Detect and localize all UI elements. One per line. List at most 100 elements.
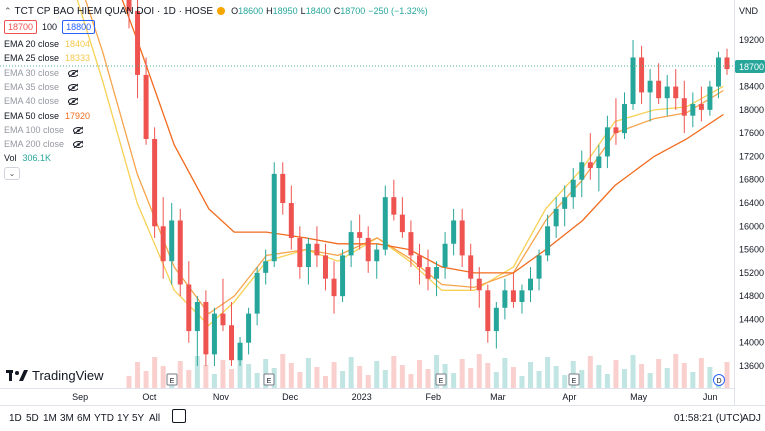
indicator-row[interactable]: EMA 200 close <box>4 137 84 151</box>
x-tick-label: Sep <box>72 392 88 402</box>
eye-hidden-icon[interactable] <box>68 83 79 91</box>
indicator-name: EMA 30 close <box>4 67 60 78</box>
ohlc-h-value: 18950 <box>272 6 298 16</box>
x-tick-label: 2023 <box>352 392 372 402</box>
clock[interactable]: 01:58:21 (UTC) <box>674 413 743 424</box>
timeframe-1m[interactable]: 1M <box>43 413 57 424</box>
volume-bar <box>143 371 149 388</box>
candle-body <box>545 226 551 256</box>
legend-toggle[interactable]: ⌄ <box>4 166 20 180</box>
indicator-row[interactable]: EMA 25 close 18333 <box>4 51 90 65</box>
ask-box[interactable]: 18800 <box>62 20 96 34</box>
candle-body <box>621 104 627 134</box>
bottom-toolbar: 1D 5D 1M 3M 6M YTD 1Y 5Y All 01:58:21 (U… <box>0 405 765 431</box>
currency-label[interactable]: VND <box>739 6 759 16</box>
indicator-row[interactable]: EMA 40 close <box>4 94 79 108</box>
volume-bar <box>630 355 636 388</box>
volume-bar <box>160 366 166 388</box>
volume-bar <box>425 369 431 388</box>
eye-hidden-icon[interactable] <box>68 97 79 106</box>
ohlc-o-label: O <box>231 6 239 16</box>
event-label: E <box>267 378 272 385</box>
symbol-title[interactable]: TCT CP BAO HIEM QUAN DOI · 1D · HOSE <box>14 5 214 17</box>
volume-bar <box>382 370 388 388</box>
volume-bar <box>510 367 516 388</box>
timeframe-all[interactable]: All <box>149 413 161 424</box>
x-tick-label: Dec <box>282 392 299 402</box>
volume-bar <box>579 370 585 388</box>
indicator-name: EMA 100 close <box>4 124 65 135</box>
candle-body <box>519 290 525 302</box>
candle-body <box>143 74 149 139</box>
volume-bar <box>724 362 730 388</box>
indicator-row[interactable]: EMA 30 close <box>4 66 79 80</box>
ohlc-h-label: H <box>266 6 273 16</box>
candle-body <box>263 261 269 273</box>
x-tick-label: Mar <box>490 392 506 402</box>
indicator-row[interactable]: EMA 50 close 17920 <box>4 109 90 123</box>
eye-hidden-icon[interactable] <box>73 126 84 134</box>
y-tick-label: 15200 <box>739 268 764 278</box>
candle-body <box>254 272 260 314</box>
timeframe-1d[interactable]: 1D <box>9 413 22 424</box>
volume-bar <box>639 364 645 388</box>
candle-body <box>152 138 158 227</box>
volume-bar <box>707 367 713 388</box>
timeframe-5d[interactable]: 5D <box>26 413 39 424</box>
timeframe-3m[interactable]: 3M <box>60 413 74 424</box>
event-marker: E <box>263 373 275 386</box>
volume-bar <box>280 354 286 388</box>
volume-bar <box>340 371 346 388</box>
volume-bar <box>596 365 602 388</box>
volume-bar <box>254 373 260 388</box>
candle-body <box>271 173 277 262</box>
event-marker: E <box>435 373 447 386</box>
volume-row[interactable]: Vol 306.1K <box>4 151 51 165</box>
candle-body <box>211 313 217 355</box>
adj-toggle[interactable]: ADJ <box>742 413 761 424</box>
candle-body <box>434 267 440 279</box>
x-tick-label: Feb <box>425 392 441 402</box>
volume-bar <box>451 373 457 388</box>
x-tick-label: Nov <box>213 392 230 402</box>
ohlc-l-label: L <box>300 6 306 16</box>
chevron-down-icon[interactable]: ⌄ <box>4 166 20 180</box>
eye-hidden-icon[interactable] <box>68 69 79 77</box>
market-status-icon <box>217 7 226 15</box>
volume-bar <box>305 358 311 388</box>
indicator-value: 18333 <box>65 53 91 64</box>
candle-body <box>203 301 209 355</box>
chart-area[interactable]: 13600 14000 14400 14800 15200 15600 16000 16400… <box>0 0 765 405</box>
volume-bar <box>322 376 328 388</box>
candle-body <box>442 243 448 268</box>
indicator-row[interactable]: EMA 20 close 18404 <box>4 37 90 51</box>
eye-hidden-icon[interactable] <box>73 140 84 149</box>
collapse-icon[interactable]: ⌃ <box>4 5 12 16</box>
indicator-row[interactable]: EMA 35 close <box>4 80 79 94</box>
timeframe-ytd[interactable]: YTD <box>94 413 114 424</box>
candle-body <box>357 232 363 238</box>
candle-body <box>690 104 696 116</box>
volume-bars <box>126 354 730 388</box>
date-range-icon[interactable] <box>172 409 186 423</box>
volume-bar <box>297 372 303 388</box>
y-tick-label: 19200 <box>739 35 764 45</box>
indicator-row[interactable]: EMA 100 close <box>4 123 84 137</box>
candle-body <box>698 104 704 110</box>
candle-body <box>553 208 559 227</box>
candle-body <box>169 220 175 262</box>
event-label: D <box>716 378 721 385</box>
y-tick-label: 16400 <box>739 198 764 208</box>
timeframe-5y[interactable]: 5Y <box>132 413 145 424</box>
bid-box[interactable]: 18700 <box>4 20 38 34</box>
timeframe-6m[interactable]: 6M <box>77 413 91 424</box>
tradingview-logo[interactable]: TradingView <box>6 368 104 383</box>
volume-bar <box>528 362 534 388</box>
volume-bar <box>177 361 183 388</box>
volume-bar <box>194 356 200 388</box>
y-tick-label: 18400 <box>739 82 764 92</box>
timeframe-1y[interactable]: 1Y <box>117 413 130 424</box>
time-axis-border <box>0 388 734 389</box>
volume-bar <box>408 374 414 388</box>
candle-body <box>399 214 405 233</box>
